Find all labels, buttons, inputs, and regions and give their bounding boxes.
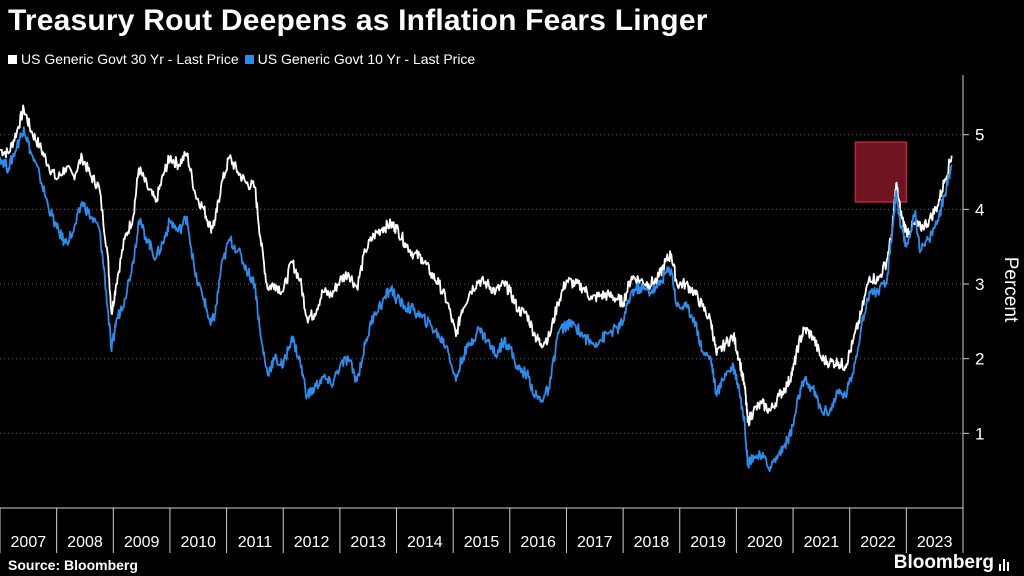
y-tick-label-3: 3 — [975, 275, 984, 294]
x-tick-label-2014: 2014 — [407, 534, 443, 551]
x-tick-label-2009: 2009 — [124, 534, 160, 551]
x-tick-label-2017: 2017 — [577, 534, 613, 551]
legend-swatch-10yr — [244, 54, 254, 64]
y-axis-title: Percent — [1000, 257, 1021, 323]
x-tick-label-2018: 2018 — [634, 534, 670, 551]
x-tick-label-2011: 2011 — [238, 534, 273, 551]
x-tick-label-2010: 2010 — [180, 534, 216, 551]
y-tick-label-4: 4 — [975, 200, 984, 219]
legend-label-10yr: US Generic Govt 10 Yr - Last Price — [257, 51, 476, 67]
x-tick-label-2019: 2019 — [690, 534, 726, 551]
legend-swatch-30yr — [8, 54, 17, 64]
chart-title: Treasury Rout Deepens as Inflation Fears… — [8, 4, 708, 37]
series-line-30yr — [0, 104, 953, 427]
bloomberg-bars-icon — [999, 559, 1009, 571]
series-line-10yr — [0, 126, 953, 473]
x-tick-label-2020: 2020 — [747, 534, 783, 551]
legend-label-30yr: US Generic Govt 30 Yr - Last Price — [21, 51, 239, 67]
x-tick-label-2021: 2021 — [804, 534, 840, 551]
y-tick-label-1: 1 — [975, 424, 984, 443]
x-tick-label-2016: 2016 — [520, 534, 556, 551]
source-note: Source: Bloomberg — [8, 557, 138, 573]
x-tick-label-2022: 2022 — [860, 534, 896, 551]
x-tick-label-2013: 2013 — [350, 534, 386, 551]
x-tick-label-2023: 2023 — [917, 534, 953, 551]
x-tick-label-2015: 2015 — [464, 534, 500, 551]
x-tick-label-2007: 2007 — [11, 534, 47, 551]
chart-legend: US Generic Govt 30 Yr - Last Price US Ge… — [8, 51, 481, 67]
x-tick-label-2008: 2008 — [67, 534, 103, 551]
highlight-box — [854, 141, 908, 203]
brand-logo-text: Bloomberg — [893, 552, 994, 573]
legend-item-10yr: US Generic Govt 10 Yr - Last Price — [244, 51, 476, 67]
x-tick-label-2012: 2012 — [294, 534, 330, 551]
legend-item-30yr: US Generic Govt 30 Yr - Last Price — [8, 51, 239, 67]
y-tick-label-5: 5 — [975, 126, 984, 145]
y-tick-label-2: 2 — [975, 350, 984, 369]
